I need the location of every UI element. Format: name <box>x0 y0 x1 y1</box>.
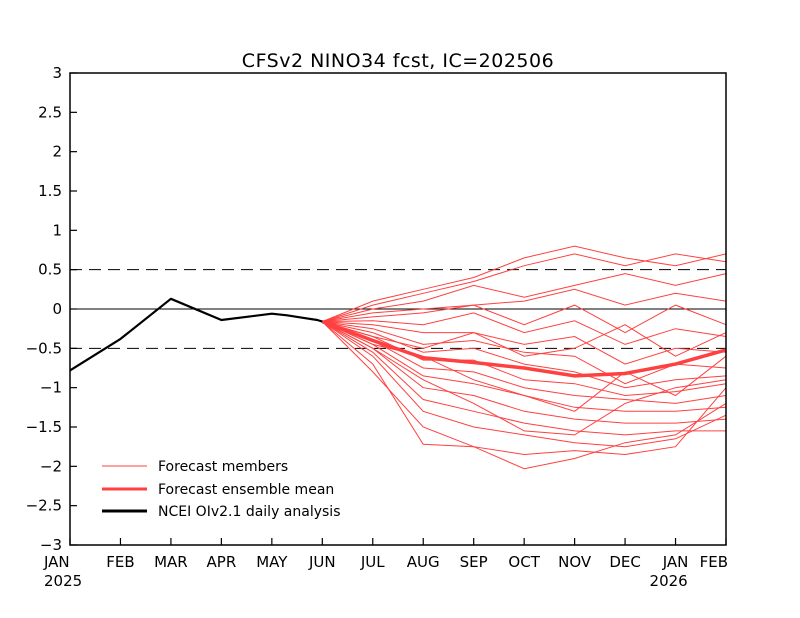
forecast-member-line <box>322 312 727 345</box>
x-tick-label: JAN <box>662 553 689 571</box>
forecast-member-line <box>322 288 727 323</box>
y-tick-label: −1 <box>40 379 62 397</box>
x-tick-label: DEC <box>609 553 641 571</box>
forecast-ensemble-mean <box>321 319 727 378</box>
y-tick-label: −2.5 <box>26 497 62 515</box>
y-axis: 3 2.5 2 1.5 1 0.5 0 −0.5 −1 −1.5 −2 −2.5 −3 <box>26 64 77 554</box>
x-tick-label: FEB <box>700 553 728 571</box>
forecast-member-line <box>321 321 727 456</box>
y-tick-label: 3 <box>52 64 62 82</box>
x-tick-label: MAR <box>154 553 188 571</box>
x-year-label: 2026 <box>650 572 688 590</box>
legend-label: Forecast ensemble mean <box>158 482 334 498</box>
forecast-member-line <box>322 321 727 365</box>
forecast-member-line <box>322 321 727 448</box>
y-tick-label: 1 <box>52 221 62 239</box>
y-tick-label: 1.5 <box>38 182 62 200</box>
forecast-member-line <box>322 245 727 323</box>
forecast-member-line <box>322 321 727 436</box>
x-tick-label: NOV <box>558 553 592 571</box>
x-year-label: 2025 <box>44 572 82 590</box>
x-tick-label: APR <box>207 553 237 571</box>
x-tick-label: JAN <box>43 553 70 571</box>
legend-label: NCEI OIv2.1 daily analysis <box>158 504 341 520</box>
chart-title: CFSv2 NINO34 fcst, IC=202506 <box>242 50 554 72</box>
forecast-member-line <box>322 321 727 385</box>
x-tick-label: MAY <box>256 553 288 571</box>
y-tick-label: −1.5 <box>26 418 62 436</box>
forecast-member-line <box>322 321 727 424</box>
legend: Forecast members Forecast ensemble mean NC… <box>102 459 341 520</box>
x-tick-label: AUG <box>407 553 440 571</box>
x-tick-label: OCT <box>508 553 540 571</box>
x-axis: JAN FEB MAR APR MAY JUN JUL AUG SEP OCT NOV DEC JAN F… <box>43 538 728 590</box>
y-tick-label: −3 <box>40 536 62 554</box>
forecast-member-line <box>322 321 727 404</box>
y-tick-label: −2 <box>40 457 62 475</box>
y-tick-label: 2.5 <box>38 103 62 121</box>
x-tick-label: JUN <box>308 553 336 571</box>
y-tick-label: 2 <box>52 143 62 161</box>
y-tick-label: −0.5 <box>26 339 62 357</box>
y-tick-label: 0 <box>52 300 62 318</box>
observed-line <box>69 297 323 372</box>
x-tick-label: SEP <box>460 553 488 571</box>
forecast-member-line <box>322 321 727 389</box>
forecast-member-line <box>322 321 726 436</box>
ensemble-mean-line <box>321 319 727 378</box>
forecast-members <box>321 245 727 470</box>
observed-analysis <box>69 297 323 372</box>
x-tick-label: FEB <box>106 553 134 571</box>
forecast-member-line <box>322 321 727 357</box>
forecast-member-line <box>322 273 727 323</box>
y-tick-label: 0.5 <box>38 261 62 279</box>
forecast-member-line <box>322 321 727 412</box>
forecast-member-line <box>322 304 727 334</box>
x-tick-label: JUL <box>360 553 385 571</box>
forecast-member-line <box>322 253 727 323</box>
legend-label: Forecast members <box>158 459 288 475</box>
